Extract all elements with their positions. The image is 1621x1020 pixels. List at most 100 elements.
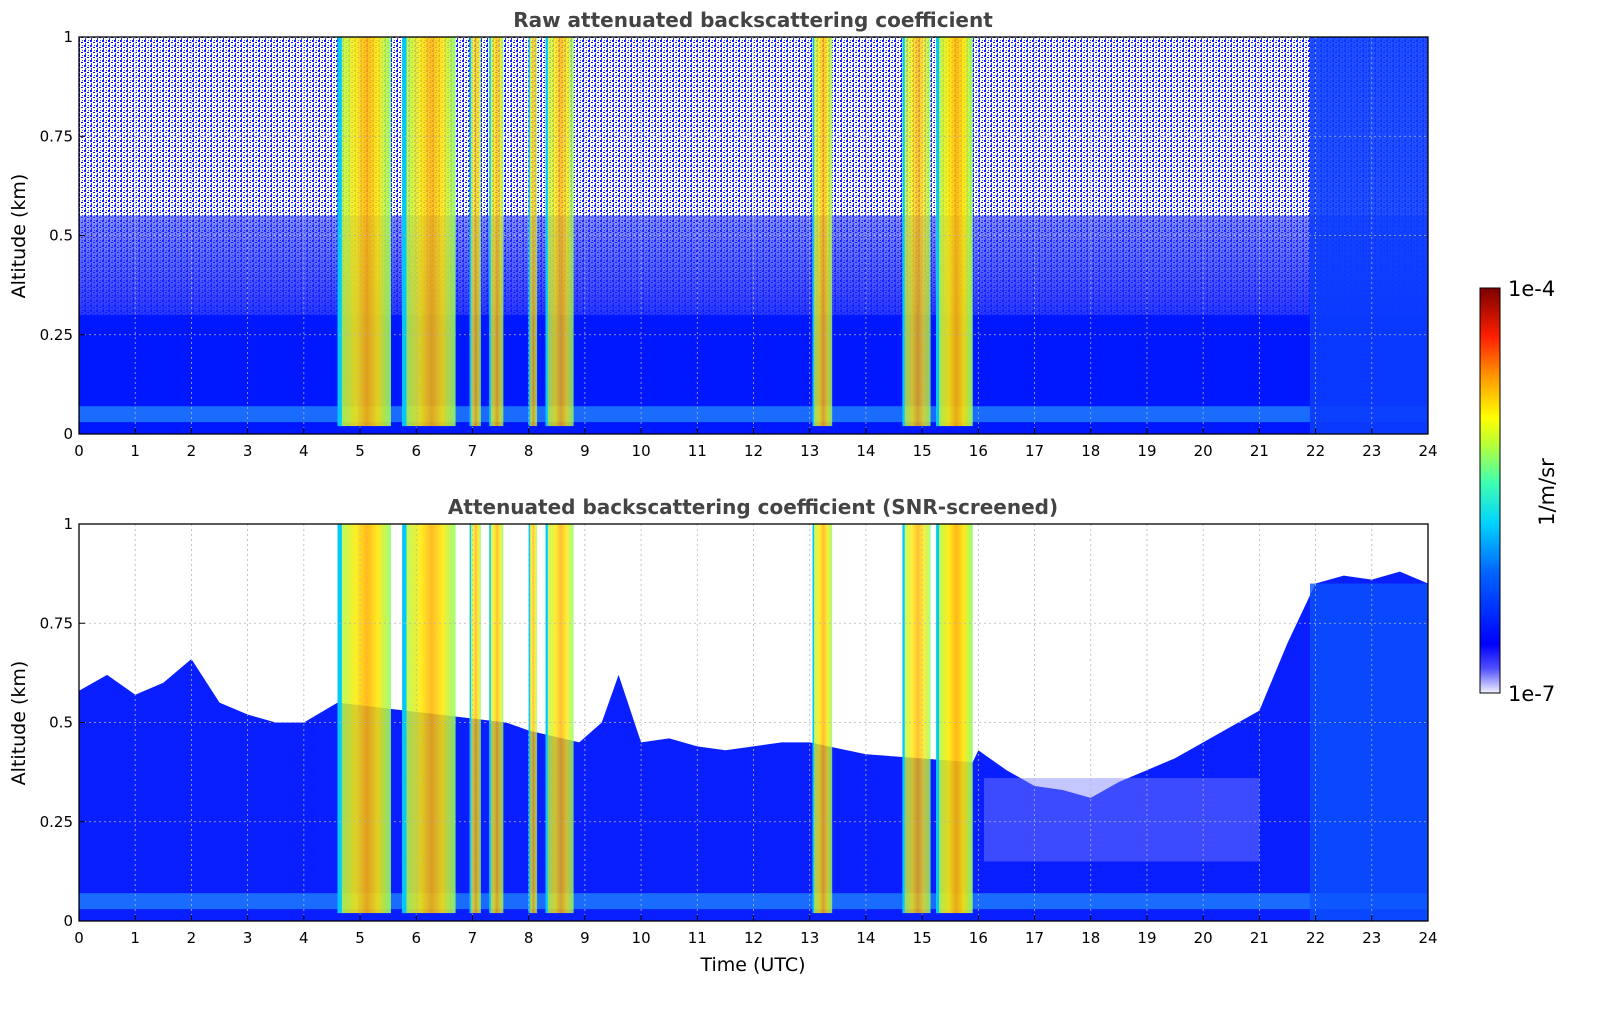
x-tick-label: 24 [1418, 929, 1437, 947]
x-tick-label: 17 [1025, 929, 1044, 947]
bottom-y-axis-label: Altitude (km) [8, 661, 30, 786]
cloud-band-edge [936, 524, 940, 914]
x-tick-label: 22 [1306, 929, 1325, 947]
y-tick-label: 0.75 [40, 614, 73, 632]
cloud-band [528, 37, 538, 427]
cloud-band [812, 37, 833, 427]
bottom-panel-title: Attenuated backscattering coefficient (S… [448, 495, 1058, 519]
x-tick-label: 20 [1194, 442, 1213, 460]
x-tick-label: 12 [744, 929, 763, 947]
x-tick-label: 10 [632, 929, 651, 947]
cloud-band [337, 524, 391, 914]
y-tick-label: 0.25 [40, 326, 73, 344]
cloud-band-edge [469, 37, 472, 427]
y-tick-label: 0 [63, 425, 73, 443]
x-tick-label: 10 [632, 442, 651, 460]
colorbar: 1e-4 1e-7 1/m/sr [1479, 277, 1559, 706]
cloud-band [337, 37, 391, 427]
y-tick-label: 0.75 [40, 127, 73, 145]
x-tick-label: 19 [1137, 442, 1156, 460]
cloud-band-edge [545, 524, 548, 914]
x-tick-label: 3 [243, 442, 253, 460]
cloud-band-edge [902, 524, 905, 914]
plot-area [79, 524, 1428, 921]
y-tick-label: 0.5 [49, 714, 73, 732]
cloud-band [812, 524, 833, 914]
cloud-band-edge [469, 524, 472, 914]
x-tick-label: 2 [187, 442, 197, 460]
cloud-band-edge [402, 524, 407, 914]
late-day-layer [1309, 583, 1428, 921]
y-tick-label: 0 [63, 912, 73, 930]
cloud-band-edge [812, 524, 815, 914]
x-tick-label: 16 [969, 929, 988, 947]
x-tick-label: 0 [74, 929, 84, 947]
x-tick-label: 24 [1418, 442, 1437, 460]
x-tick-label: 7 [468, 929, 478, 947]
cloud-band [469, 524, 481, 914]
cloud-band-edge [528, 37, 531, 427]
x-tick-label: 15 [913, 929, 932, 947]
cloud-band [936, 37, 973, 427]
cloud-band-edge [528, 524, 531, 914]
x-tick-label: 12 [744, 442, 763, 460]
x-tick-label: 5 [355, 442, 365, 460]
cloud-band [936, 524, 973, 914]
x-tick-label: 23 [1362, 929, 1381, 947]
x-tick-label: 21 [1250, 929, 1269, 947]
x-tick-label: 21 [1250, 442, 1269, 460]
x-tick-label: 2 [187, 929, 197, 947]
cloud-band-edge [337, 524, 342, 914]
top-panel: 0 1 2 3 4 5 6 7 8 9 10 11 12 13 14 15 16 17 18 19 20 21 22 23 24… [40, 28, 1438, 460]
x-tick-label: 15 [913, 442, 932, 460]
cloud-band-edge [402, 37, 407, 427]
x-tick-label: 23 [1362, 442, 1381, 460]
x-tick-label: 5 [355, 929, 365, 947]
x-tick-label: 13 [800, 929, 819, 947]
x-tick-label: 18 [1081, 929, 1100, 947]
cloud-band-edge [936, 37, 940, 427]
y-tick-label: 1 [63, 28, 73, 46]
cloud-band [469, 37, 481, 427]
cloud-band-edge [545, 37, 548, 427]
x-tick-label: 20 [1194, 929, 1213, 947]
colorbar-unit-label: 1/m/sr [1535, 458, 1559, 526]
cloud-band [489, 37, 504, 427]
x-tick-label: 14 [856, 442, 875, 460]
x-tick-label: 7 [468, 442, 478, 460]
y-tick-label: 0.25 [40, 813, 73, 831]
x-tick-label: 1 [130, 442, 140, 460]
x-tick-label: 11 [688, 929, 707, 947]
cloud-band-edge [902, 37, 905, 427]
cloud-band-edge [489, 524, 491, 914]
x-tick-label: 18 [1081, 442, 1100, 460]
x-axis-label: Time (UTC) [699, 954, 805, 976]
cloud-band [402, 524, 456, 914]
x-tick-label: 8 [524, 929, 534, 947]
cloud-band-edge [489, 37, 491, 427]
cloud-band [545, 37, 574, 427]
bottom-panel: 0 1 2 3 4 5 6 7 8 9 10 11 12 13 14 15 16 17 18 19 20 21 22 23 24… [40, 515, 1438, 947]
x-tick-label: 4 [299, 442, 309, 460]
cloud-band-edge [337, 37, 342, 427]
x-tick-label: 16 [969, 442, 988, 460]
cloud-band [902, 524, 931, 914]
x-tick-label: 1 [130, 929, 140, 947]
y-tick-label: 0.5 [49, 227, 73, 245]
x-tick-label: 11 [688, 442, 707, 460]
cloud-band [489, 524, 504, 914]
x-tick-label: 0 [74, 442, 84, 460]
colorbar-min-label: 1e-7 [1508, 682, 1555, 706]
cloud-band [545, 524, 574, 914]
cloud-band [902, 37, 931, 427]
colorbar-gradient [1479, 287, 1501, 694]
x-tick-label: 22 [1306, 442, 1325, 460]
cloud-band-edge [812, 37, 815, 427]
x-tick-label: 13 [800, 442, 819, 460]
x-tick-label: 17 [1025, 442, 1044, 460]
cloud-band [528, 524, 538, 914]
x-tick-label: 9 [580, 929, 590, 947]
top-y-axis-label: Altitude (km) [8, 174, 30, 299]
faint-aerosol-layer [983, 778, 1260, 862]
